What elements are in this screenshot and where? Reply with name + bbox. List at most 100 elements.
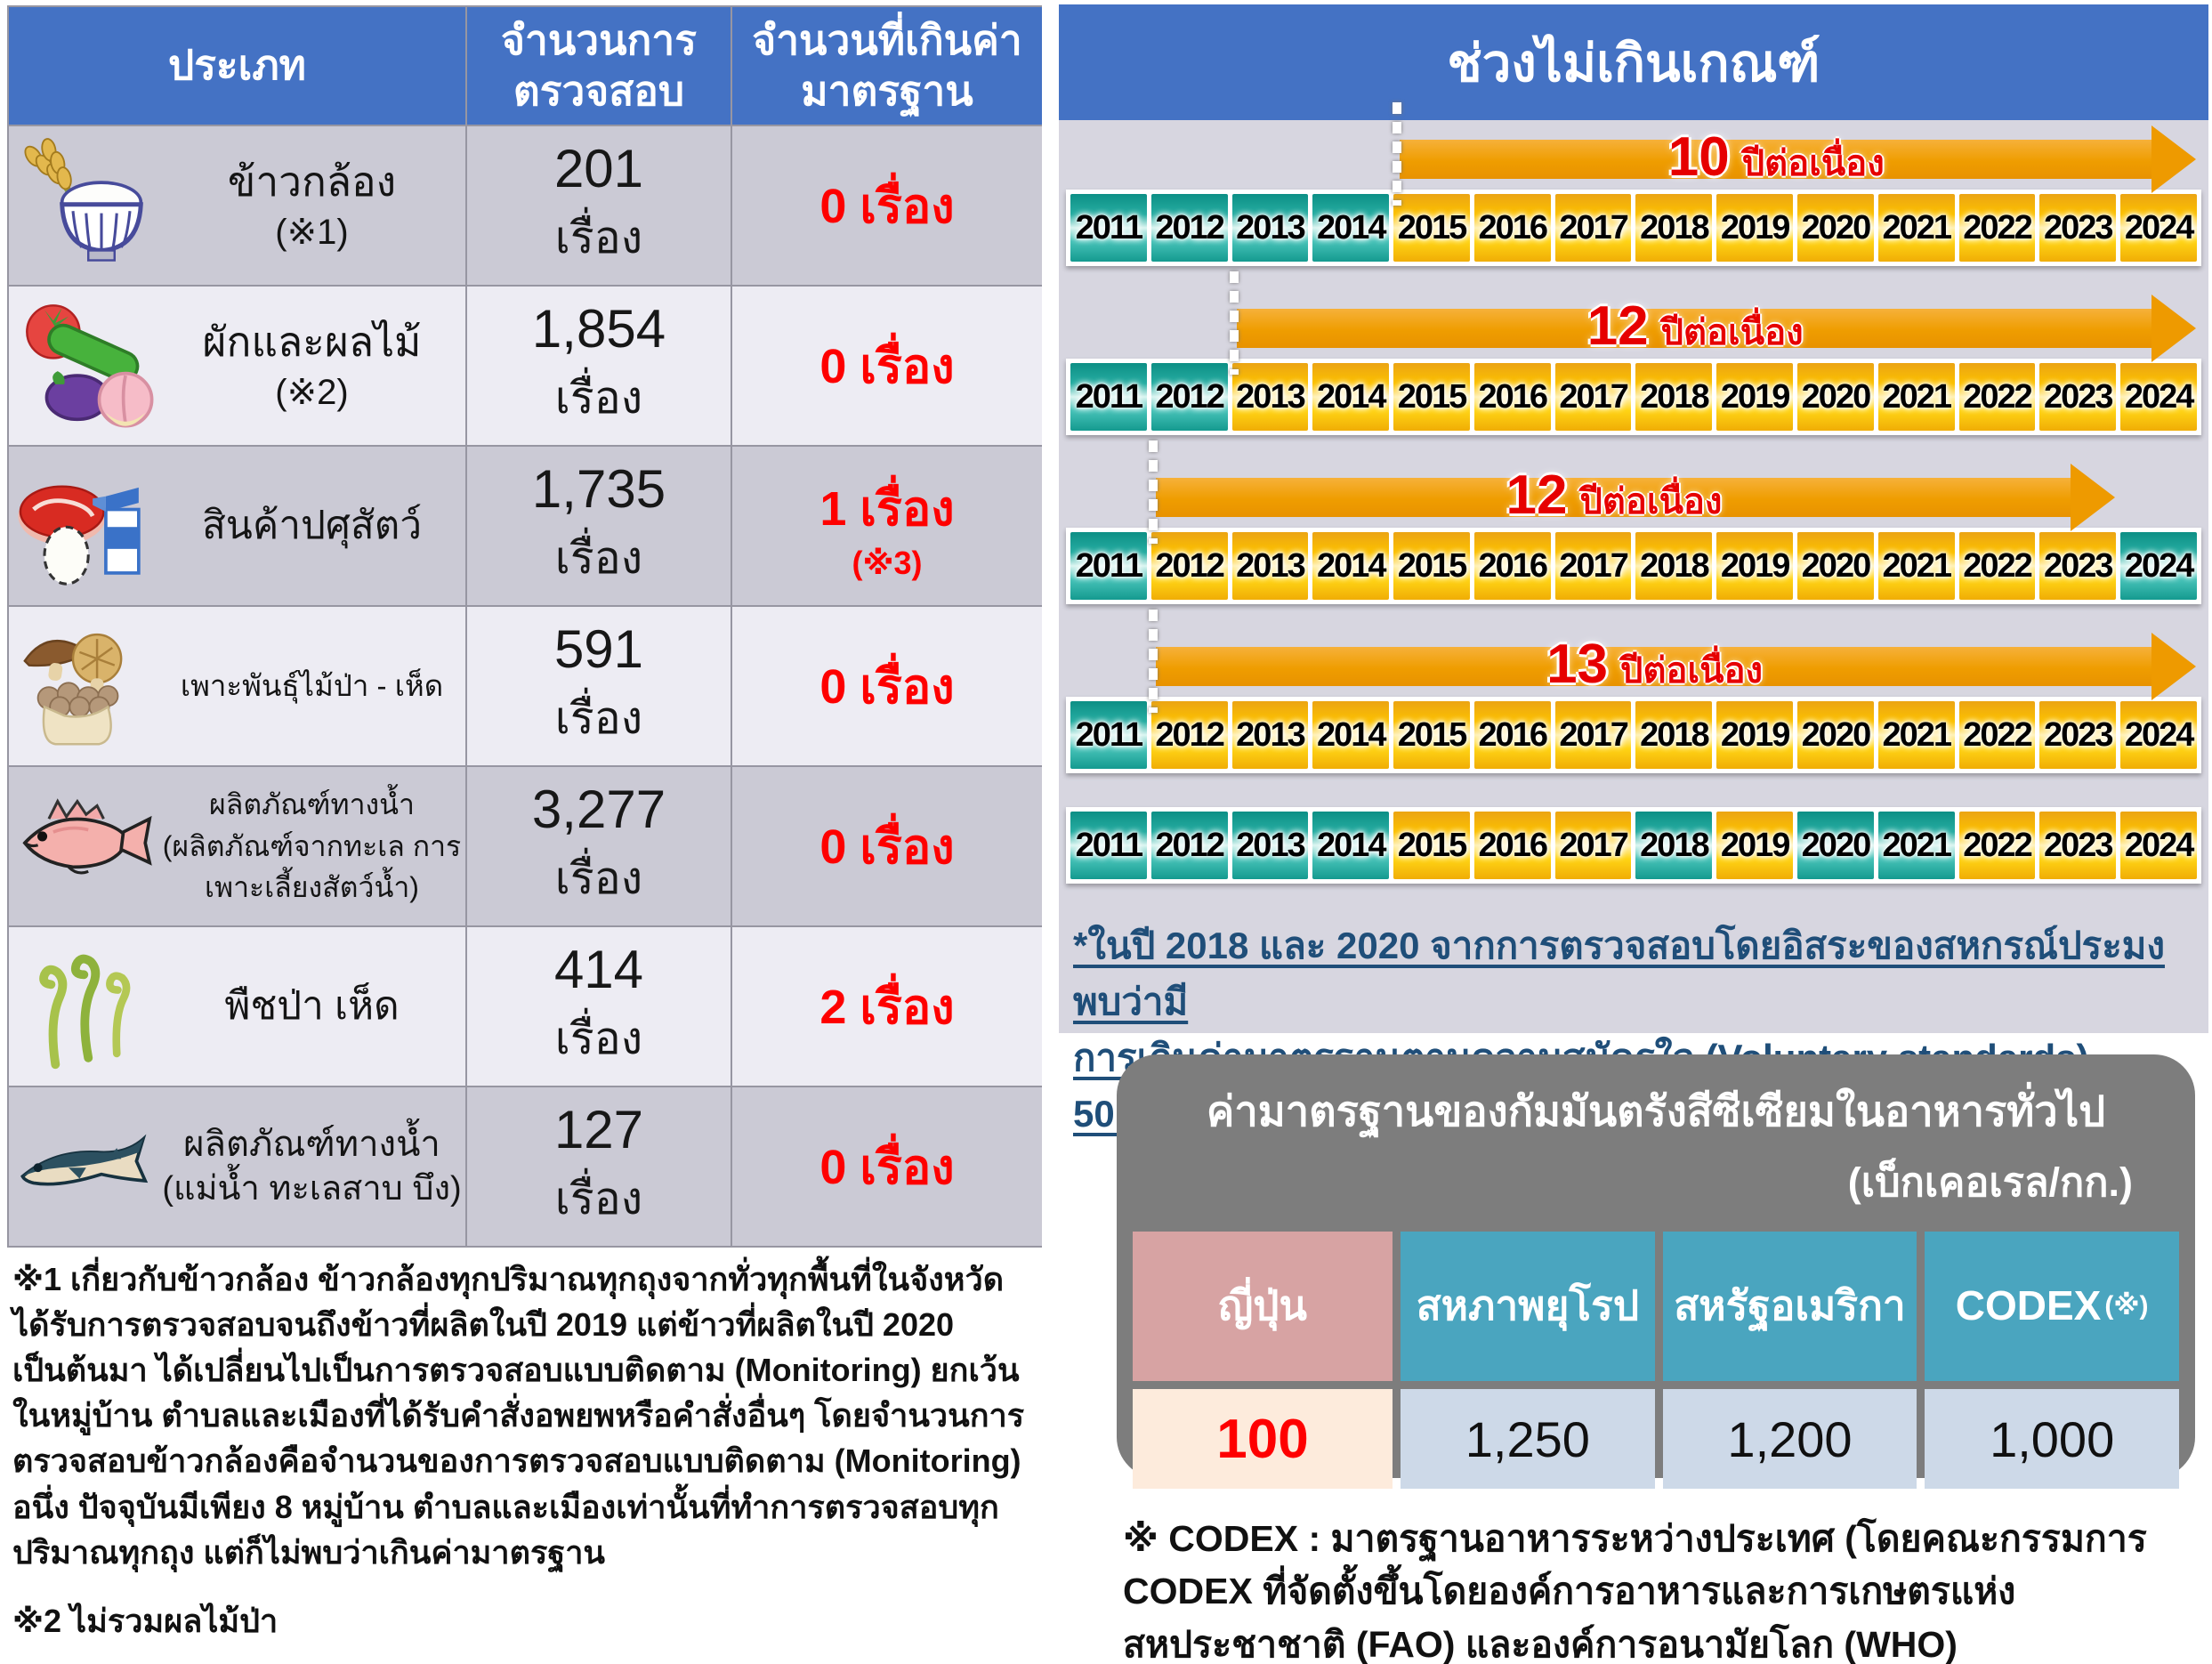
year-chip: 2024 xyxy=(2120,363,2197,431)
duration-arrow: 12 ปีต่อเนื่อง xyxy=(1156,464,2115,531)
year-chip: 2011 xyxy=(1070,194,1147,262)
year-chip: 2023 xyxy=(2039,363,2117,431)
footnote-1: ※1 เกี่ยวกับข้าวกล้อง ข้าวกล้องทุกปริมาณ… xyxy=(12,1261,1025,1571)
category-cell: พืชป่า เห็ด xyxy=(9,927,465,1086)
header-inspections-line1: จำนวนการ xyxy=(501,16,697,63)
category-label-line: (※1) xyxy=(275,212,349,252)
category-label: ผักและผลไม้ (※2) xyxy=(203,316,422,416)
inspection-count-cell: 3,277 เรื่อง xyxy=(467,767,731,925)
header-inspections: จำนวนการ ตรวจสอบ xyxy=(467,7,731,125)
year-chip: 2016 xyxy=(1473,532,1551,600)
year-chip: 2023 xyxy=(2039,812,2117,879)
standards-panel: ค่ามาตรฐานของกัมมันตรังสีซีเซียมในอาหารท… xyxy=(1117,1054,2195,1489)
standards-col-codex: CODEX (※) xyxy=(1925,1232,2179,1381)
inspection-count-cell: 201 เรื่อง xyxy=(467,126,731,285)
header-inspections-line2: ตรวจสอบ xyxy=(513,68,685,114)
year-chip: 2022 xyxy=(1958,194,2036,262)
header-category-label: ประเภท xyxy=(168,42,306,89)
count-unit: เรื่อง xyxy=(554,1174,643,1224)
category-cell: สินค้าปศุสัตว์ xyxy=(9,447,465,605)
inspection-count: 3,277 xyxy=(531,779,666,839)
timeline-title: ช่วงไม่เกินเกณฑ์ xyxy=(1059,4,2208,120)
exceed-count-cell: 2 เรื่อง xyxy=(732,927,1042,1086)
year-chip: 2020 xyxy=(1797,701,1874,769)
category-cell: ผลิตภัณฑ์ทางน้ำ (แม่น้ำ ทะเลสาบ บึง) xyxy=(9,1087,465,1246)
year-chip: 2014 xyxy=(1312,701,1390,769)
category-label: ผลิตภัณฑ์ทางน้ำ (แม่น้ำ ทะเลสาบ บึง) xyxy=(162,1121,461,1211)
category-cell: ข้าวกล้อง (※1) xyxy=(9,126,465,285)
category-label: ผลิตภัณฑ์ทางน้ำ (ผลิตภัณฑ์จากทะเล การ เพาะ… xyxy=(163,784,461,908)
category-label: ข้าวกล้อง (※1) xyxy=(228,156,396,255)
inspection-count-cell: 127 เรื่อง xyxy=(467,1087,731,1246)
standards-value-eu: 1,250 xyxy=(1401,1389,1655,1489)
exceed-count: 2 เรื่อง xyxy=(819,981,955,1034)
timeline-rows: 10 ปีต่อเนื่อง 2011 2012 2013 2014 2015 2016 201… xyxy=(1059,102,2208,884)
year-chip: 2015 xyxy=(1393,194,1470,262)
count-unit: เรื่อง xyxy=(554,533,643,583)
codex-footnote: ※ CODEX : มาตรฐานอาหารระหว่างประเทศ (โดย… xyxy=(1123,1518,2147,1664)
count-unit: เรื่อง xyxy=(554,1014,643,1063)
duration-years-text: ปีต่อเนื่อง xyxy=(1741,144,1885,183)
exceed-count-cell: 0 เรื่อง xyxy=(732,287,1042,445)
duration-label: 10 ปีต่อเนื่อง xyxy=(1400,125,2153,191)
year-chip: 2024 xyxy=(2120,532,2197,600)
category-label-line: ข้าวกล้อง xyxy=(227,158,397,206)
category-label: เพาะพันธุ์ไม้ป่า - เห็ด xyxy=(181,667,443,706)
standards-value-codex: 1,000 xyxy=(1925,1389,2179,1489)
inspection-count: 414 xyxy=(553,940,644,999)
year-chip: 2017 xyxy=(1554,363,1632,431)
year-chip: 2017 xyxy=(1554,532,1632,600)
timeline-arrow-zone: 12 ปีต่อเนื่อง xyxy=(1066,440,2201,544)
duration-label: 13 ปีต่อเนื่อง xyxy=(1156,633,2153,699)
category-cell: เพาะพันธุ์ไม้ป่า - เห็ด xyxy=(9,607,465,765)
year-chip: 2021 xyxy=(1877,363,1955,431)
inspection-table: ประเภท จำนวนการ ตรวจสอบ จำนวนที่เกินค่า … xyxy=(7,5,1042,1248)
duration-years-number: 12 xyxy=(1506,464,1568,526)
year-chip: 2011 xyxy=(1070,532,1147,600)
duration-years-text: ปีต่อเนื่อง xyxy=(1579,482,1723,521)
standards-table: ญี่ปุ่น สหภาพยุโรป สหรัฐอเมริกา CODEX (※)… xyxy=(1133,1232,2179,1489)
year-chip-row: 2011 2012 2013 2014 2015 2016 2017 2018 2019 2020… xyxy=(1066,190,2201,266)
year-chip: 2022 xyxy=(1958,812,2036,879)
codex-ref-mark: (※) xyxy=(2104,1291,2149,1321)
year-chip: 2023 xyxy=(2039,532,2117,600)
inspection-count-cell: 591 เรื่อง xyxy=(467,607,731,765)
duration-years-text: ปีต่อเนื่อง xyxy=(1660,313,1804,352)
year-chip: 2015 xyxy=(1393,701,1470,769)
year-chip: 2017 xyxy=(1554,701,1632,769)
count-unit: เรื่อง xyxy=(554,853,643,903)
year-chip: 2019 xyxy=(1716,363,1794,431)
year-chip: 2013 xyxy=(1231,701,1309,769)
duration-arrow: 10 ปีต่อเนื่อง xyxy=(1399,125,2197,193)
exceed-count-cell: 0 เรื่อง xyxy=(732,607,1042,765)
year-chip: 2013 xyxy=(1231,532,1309,600)
year-chip: 2015 xyxy=(1393,812,1470,879)
sea-fish-icon xyxy=(16,775,158,917)
count-unit: เรื่อง xyxy=(554,213,643,263)
inspection-count-cell: 414 เรื่อง xyxy=(467,927,731,1086)
year-chip: 2018 xyxy=(1635,532,1713,600)
year-chip: 2019 xyxy=(1716,194,1794,262)
exceed-count: 0 เรื่อง xyxy=(819,1141,955,1194)
year-chip: 2019 xyxy=(1716,532,1794,600)
year-chip: 2018 xyxy=(1635,812,1713,879)
year-chip: 2013 xyxy=(1231,363,1309,431)
category-label-line: ผักและผลไม้ xyxy=(202,319,422,366)
river-fish-icon xyxy=(16,1095,158,1238)
duration-label: 12 ปีต่อเนื่อง xyxy=(1237,295,2153,360)
timeline-row: 2011 2012 2013 2014 2015 2016 2017 2018 2019 2020… xyxy=(1066,807,2201,884)
inspection-count: 591 xyxy=(553,619,644,679)
year-chip: 2014 xyxy=(1312,363,1390,431)
standards-value-japan: 100 xyxy=(1133,1389,1393,1489)
year-chip-row: 2011 2012 2013 2014 2015 2016 2017 2018 2019 2020… xyxy=(1066,807,2201,884)
mushroom-icon xyxy=(16,615,158,757)
year-chip: 2017 xyxy=(1554,812,1632,879)
year-chip: 2022 xyxy=(1958,532,2036,600)
year-chip: 2020 xyxy=(1797,812,1874,879)
exceed-note: (※3) xyxy=(852,545,923,581)
rice-icon xyxy=(16,134,158,277)
start-marker-dotted-line xyxy=(1230,271,1239,375)
start-marker-dotted-line xyxy=(1149,610,1158,713)
year-chip: 2014 xyxy=(1312,194,1390,262)
